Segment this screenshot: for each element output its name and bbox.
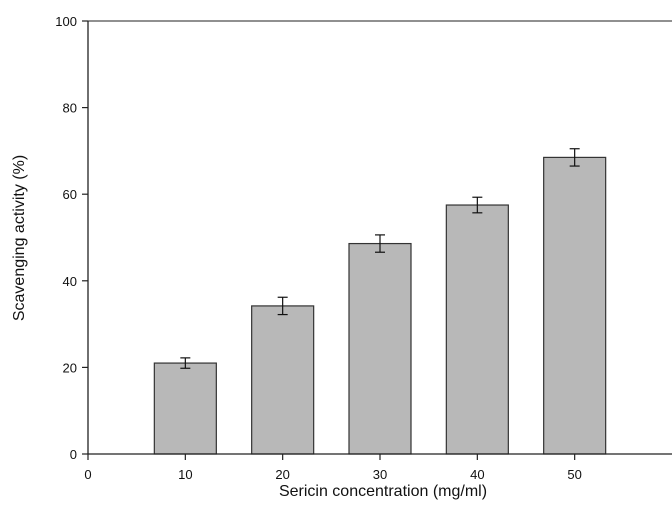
y-ticks: 0 20 40 60 80 100: [55, 14, 88, 462]
y-tick-label-60: 60: [63, 187, 77, 202]
y-tick-label-80: 80: [63, 101, 77, 116]
x-tick-label-0: 0: [84, 467, 91, 482]
x-tick-label-30: 30: [373, 467, 387, 482]
x-tick-label-10: 10: [178, 467, 192, 482]
bars: [153, 156, 607, 455]
x-axis-title: Sericin concentration (mg/ml): [279, 483, 487, 500]
bar-40: [445, 204, 509, 455]
y-tick-label-40: 40: [63, 274, 77, 289]
bar-50: [543, 156, 607, 455]
y-tick-label-20: 20: [63, 360, 77, 375]
y-tick-label-100: 100: [55, 14, 77, 29]
y-axis-title: Scavenging activity (%): [11, 155, 28, 321]
x-ticks: 0 10 20 30 40 50: [84, 454, 582, 482]
x-tick-label-40: 40: [470, 467, 484, 482]
bar-10: [153, 362, 217, 455]
bar-20: [251, 305, 315, 455]
x-tick-label-50: 50: [567, 467, 581, 482]
x-tick-label-20: 20: [275, 467, 289, 482]
y-tick-label-0: 0: [70, 447, 77, 462]
error-bars: [180, 148, 580, 369]
bar-30: [348, 242, 412, 455]
